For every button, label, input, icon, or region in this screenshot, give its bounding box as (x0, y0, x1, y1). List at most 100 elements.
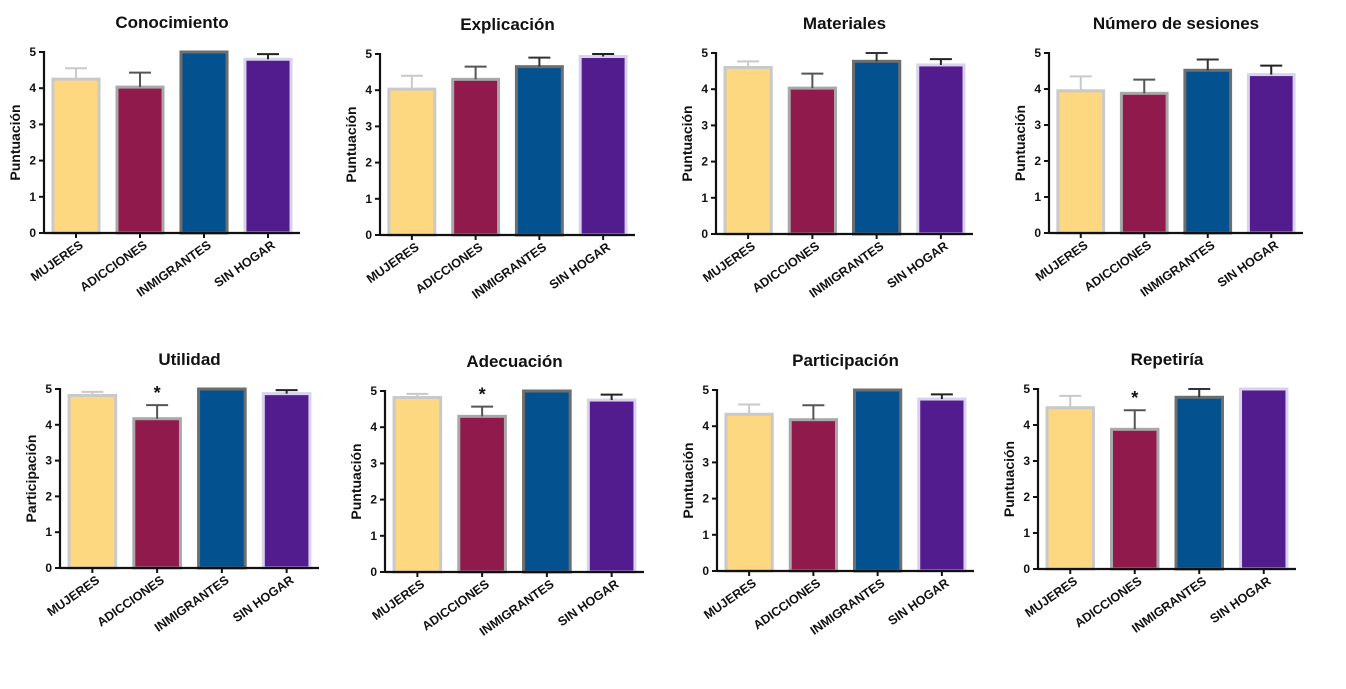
category-label: SIN HOGAR (555, 577, 621, 629)
panel-title: Conocimiento (115, 13, 228, 32)
y-tick-label: 5 (370, 384, 377, 398)
bar-sin-hogar (578, 55, 628, 237)
y-tick-label: 4 (45, 418, 52, 432)
category-label: MUJERES (1022, 574, 1080, 620)
category-label: SIN HOGAR (1215, 238, 1281, 290)
bar-sin-hogar (917, 397, 967, 573)
y-tick-label: 3 (1023, 454, 1030, 468)
y-tick-label: 0 (370, 565, 377, 579)
y-axis-label: Participación (23, 435, 39, 523)
y-tick-label: 4 (370, 420, 377, 434)
y-tick-label: 3 (370, 456, 377, 470)
y-tick-label: 3 (45, 454, 52, 468)
y-tick-label: 1 (702, 528, 709, 542)
y-tick-label: 0 (365, 228, 372, 242)
category-label: SIN HOGAR (885, 239, 951, 291)
category-label: MUJERES (701, 576, 759, 622)
y-tick-label: 2 (29, 154, 36, 168)
y-tick-label: 4 (1034, 82, 1041, 96)
y-tick-label: 2 (45, 489, 52, 503)
panel-title: Participación (792, 351, 899, 370)
bar-mujeres (1045, 406, 1095, 571)
bar-mujeres (1056, 89, 1106, 235)
y-tick-label: 2 (1034, 154, 1041, 168)
y-tick-label: 3 (701, 118, 708, 132)
bar-mujeres (67, 393, 118, 570)
y-axis-label: Puntuación (7, 104, 23, 180)
y-tick-label: 5 (1023, 382, 1030, 396)
bar-adicciones (132, 417, 182, 570)
y-tick-label: 0 (29, 226, 36, 240)
y-tick-label: 0 (701, 227, 708, 241)
bar-adicciones (457, 414, 507, 574)
bar-inmigrantes (1174, 395, 1224, 571)
y-tick-label: 3 (1034, 118, 1041, 132)
bar-inmigrantes (197, 387, 247, 570)
significance-marker: * (479, 385, 486, 405)
bar-sin-hogar (586, 398, 637, 574)
y-tick-label: 1 (701, 191, 708, 205)
y-axis-label: Puntuación (679, 105, 695, 181)
y-axis-label: Puntuación (1012, 105, 1028, 181)
category-label: MUJERES (1033, 238, 1091, 284)
category-label: SIN HOGAR (230, 573, 296, 625)
significance-marker: * (154, 383, 161, 403)
y-tick-label: 3 (365, 119, 372, 133)
bar-adicciones (788, 418, 839, 573)
y-tick-label: 5 (701, 46, 708, 60)
y-tick-label: 4 (701, 82, 708, 96)
y-tick-label: 2 (701, 155, 708, 169)
category-label: MUJERES (370, 577, 428, 623)
y-tick-label: 2 (370, 493, 377, 507)
panel-title: Adecuación (466, 352, 562, 371)
y-tick-label: 0 (1023, 562, 1030, 576)
bar-mujeres (724, 412, 774, 573)
bar-inmigrantes (851, 59, 902, 236)
y-tick-label: 4 (365, 83, 372, 97)
y-tick-label: 5 (702, 383, 709, 397)
y-axis-label: Puntuación (1001, 441, 1017, 517)
y-axis-label: Puntuación (348, 443, 364, 519)
panel-title: Utilidad (158, 350, 220, 369)
y-tick-label: 1 (1023, 526, 1030, 540)
category-label: MUJERES (45, 573, 103, 619)
bar-inmigrantes (179, 50, 229, 235)
y-axis-label: Puntuación (680, 442, 696, 518)
category-label: MUJERES (28, 238, 86, 284)
bar-sin-hogar (916, 63, 966, 236)
bar-mujeres (51, 77, 101, 235)
significance-marker: * (1131, 388, 1138, 408)
bar-adicciones (1119, 91, 1169, 235)
category-label: MUJERES (700, 239, 758, 285)
bar-adicciones (115, 85, 165, 235)
y-axis-label: Puntuación (343, 106, 359, 182)
y-tick-label: 5 (1034, 46, 1041, 60)
category-label: SIN HOGAR (212, 238, 278, 290)
panel-title: Número de sesiones (1093, 14, 1259, 33)
y-tick-label: 0 (45, 561, 52, 575)
y-tick-label: 2 (1023, 490, 1030, 504)
y-tick-label: 2 (365, 156, 372, 170)
y-tick-label: 1 (370, 529, 377, 543)
y-tick-label: 1 (45, 525, 52, 539)
bar-sin-hogar (261, 392, 312, 570)
bar-mujeres (387, 87, 437, 237)
category-label: MUJERES (364, 240, 422, 286)
bar-adicciones (451, 77, 501, 237)
category-label: SIN HOGAR (886, 576, 952, 628)
y-tick-label: 4 (29, 81, 36, 95)
bar-inmigrantes (522, 389, 572, 574)
panel-title: Materiales (803, 14, 886, 33)
panel-title: Repetiría (1131, 350, 1204, 369)
y-tick-label: 4 (1023, 418, 1030, 432)
bar-mujeres (723, 65, 773, 236)
y-tick-label: 5 (365, 47, 372, 61)
panel-title: Explicación (460, 15, 554, 34)
y-tick-label: 1 (1034, 190, 1041, 204)
bar-adicciones (1110, 427, 1160, 571)
y-tick-label: 5 (29, 45, 36, 59)
y-tick-label: 3 (702, 455, 709, 469)
category-label: SIN HOGAR (547, 240, 613, 292)
